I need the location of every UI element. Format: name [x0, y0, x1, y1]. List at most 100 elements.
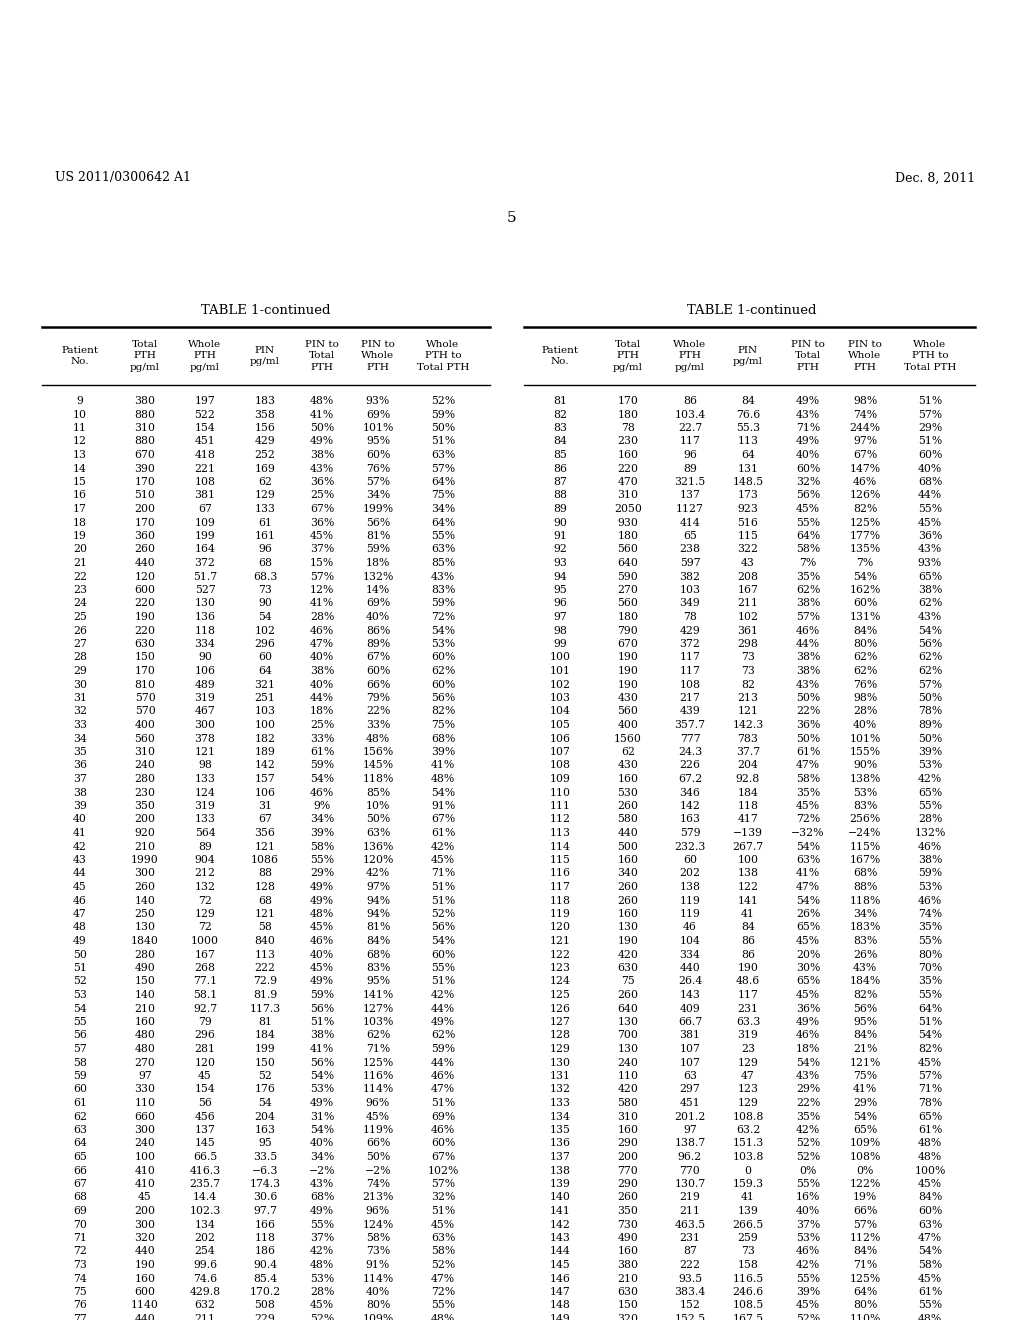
- Text: 93.5: 93.5: [678, 1274, 702, 1283]
- Text: 56%: 56%: [310, 1003, 334, 1014]
- Text: 117: 117: [680, 652, 700, 663]
- Text: 90: 90: [553, 517, 567, 528]
- Text: 19%: 19%: [853, 1192, 878, 1203]
- Text: 86: 86: [741, 936, 755, 946]
- Text: 142.3: 142.3: [732, 719, 764, 730]
- Text: 72: 72: [198, 923, 212, 932]
- Text: 180: 180: [617, 612, 639, 622]
- Text: PIN to
Total
PTH: PIN to Total PTH: [792, 341, 825, 372]
- Text: 372: 372: [680, 639, 700, 649]
- Text: 63%: 63%: [796, 855, 820, 865]
- Text: 1127: 1127: [676, 504, 703, 513]
- Text: 106: 106: [550, 734, 570, 743]
- Text: 68: 68: [258, 558, 272, 568]
- Text: 210: 210: [134, 1003, 156, 1014]
- Text: 54%: 54%: [431, 936, 455, 946]
- Text: 45%: 45%: [310, 531, 334, 541]
- Text: 40%: 40%: [310, 949, 334, 960]
- Text: 53%: 53%: [310, 1085, 334, 1094]
- Text: 54%: 54%: [310, 1125, 334, 1135]
- Text: 37%: 37%: [310, 1233, 334, 1243]
- Text: 267.7: 267.7: [732, 842, 764, 851]
- Text: 70%: 70%: [918, 964, 942, 973]
- Text: 66: 66: [73, 1166, 87, 1176]
- Text: 43: 43: [741, 558, 755, 568]
- Text: 121%: 121%: [849, 1057, 881, 1068]
- Text: 147: 147: [550, 1287, 570, 1298]
- Text: 43%: 43%: [918, 612, 942, 622]
- Text: 54: 54: [258, 612, 272, 622]
- Text: 49%: 49%: [310, 437, 334, 446]
- Text: 143: 143: [550, 1233, 570, 1243]
- Text: 45%: 45%: [918, 517, 942, 528]
- Text: 349: 349: [680, 598, 700, 609]
- Text: 48%: 48%: [310, 396, 334, 407]
- Text: 48.6: 48.6: [736, 977, 760, 986]
- Text: 440: 440: [134, 1246, 156, 1257]
- Text: 210: 210: [134, 842, 156, 851]
- Text: 270: 270: [134, 1057, 156, 1068]
- Text: 56%: 56%: [310, 1057, 334, 1068]
- Text: 35%: 35%: [918, 923, 942, 932]
- Text: 298: 298: [737, 639, 759, 649]
- Text: 42%: 42%: [431, 990, 455, 1001]
- Text: 380: 380: [134, 396, 156, 407]
- Text: 400: 400: [134, 719, 156, 730]
- Text: 357.7: 357.7: [675, 719, 706, 730]
- Text: 54%: 54%: [853, 1111, 878, 1122]
- Text: 199: 199: [255, 1044, 275, 1053]
- Text: 20%: 20%: [796, 949, 820, 960]
- Text: 12%: 12%: [310, 585, 334, 595]
- Text: 129: 129: [737, 1057, 759, 1068]
- Text: 29: 29: [73, 667, 87, 676]
- Text: 579: 579: [680, 828, 700, 838]
- Text: 256%: 256%: [849, 814, 881, 825]
- Text: 41: 41: [73, 828, 87, 838]
- Text: 18%: 18%: [366, 558, 390, 568]
- Text: 190: 190: [617, 680, 638, 689]
- Text: 34%: 34%: [310, 1152, 334, 1162]
- Text: −24%: −24%: [848, 828, 882, 838]
- Text: 62%: 62%: [366, 1031, 390, 1040]
- Text: 522: 522: [195, 409, 215, 420]
- Text: 50%: 50%: [431, 422, 455, 433]
- Text: 24: 24: [73, 598, 87, 609]
- Text: 41%: 41%: [310, 598, 334, 609]
- Text: 68%: 68%: [431, 734, 456, 743]
- Text: 22%: 22%: [366, 706, 390, 717]
- Text: 133: 133: [255, 504, 275, 513]
- Text: 56%: 56%: [431, 693, 455, 704]
- Text: 96%: 96%: [366, 1206, 390, 1216]
- Text: 35%: 35%: [796, 788, 820, 797]
- Text: 28%: 28%: [918, 814, 942, 825]
- Text: 251: 251: [255, 693, 275, 704]
- Text: 319: 319: [195, 801, 215, 810]
- Text: 92: 92: [553, 544, 567, 554]
- Text: 55%: 55%: [431, 1300, 455, 1311]
- Text: 54%: 54%: [796, 1057, 820, 1068]
- Text: −2%: −2%: [365, 1166, 391, 1176]
- Text: 213%: 213%: [362, 1192, 393, 1203]
- Text: 129: 129: [550, 1044, 570, 1053]
- Text: 45: 45: [198, 1071, 212, 1081]
- Text: 65%: 65%: [918, 1111, 942, 1122]
- Text: 86%: 86%: [366, 626, 390, 635]
- Text: 74: 74: [73, 1274, 87, 1283]
- Text: 43%: 43%: [796, 680, 820, 689]
- Text: 99: 99: [553, 639, 567, 649]
- Text: 114%: 114%: [362, 1085, 393, 1094]
- Text: 321.5: 321.5: [675, 477, 706, 487]
- Text: 119: 119: [680, 909, 700, 919]
- Text: 44%: 44%: [918, 491, 942, 500]
- Text: 132%: 132%: [914, 828, 946, 838]
- Text: 75: 75: [73, 1287, 87, 1298]
- Text: 340: 340: [617, 869, 638, 879]
- Text: 28: 28: [73, 652, 87, 663]
- Text: 96: 96: [258, 544, 272, 554]
- Text: 81: 81: [553, 396, 567, 407]
- Text: 36%: 36%: [310, 477, 334, 487]
- Text: 409: 409: [680, 1003, 700, 1014]
- Text: 46: 46: [73, 895, 87, 906]
- Text: 55%: 55%: [918, 1300, 942, 1311]
- Text: 37.7: 37.7: [736, 747, 760, 756]
